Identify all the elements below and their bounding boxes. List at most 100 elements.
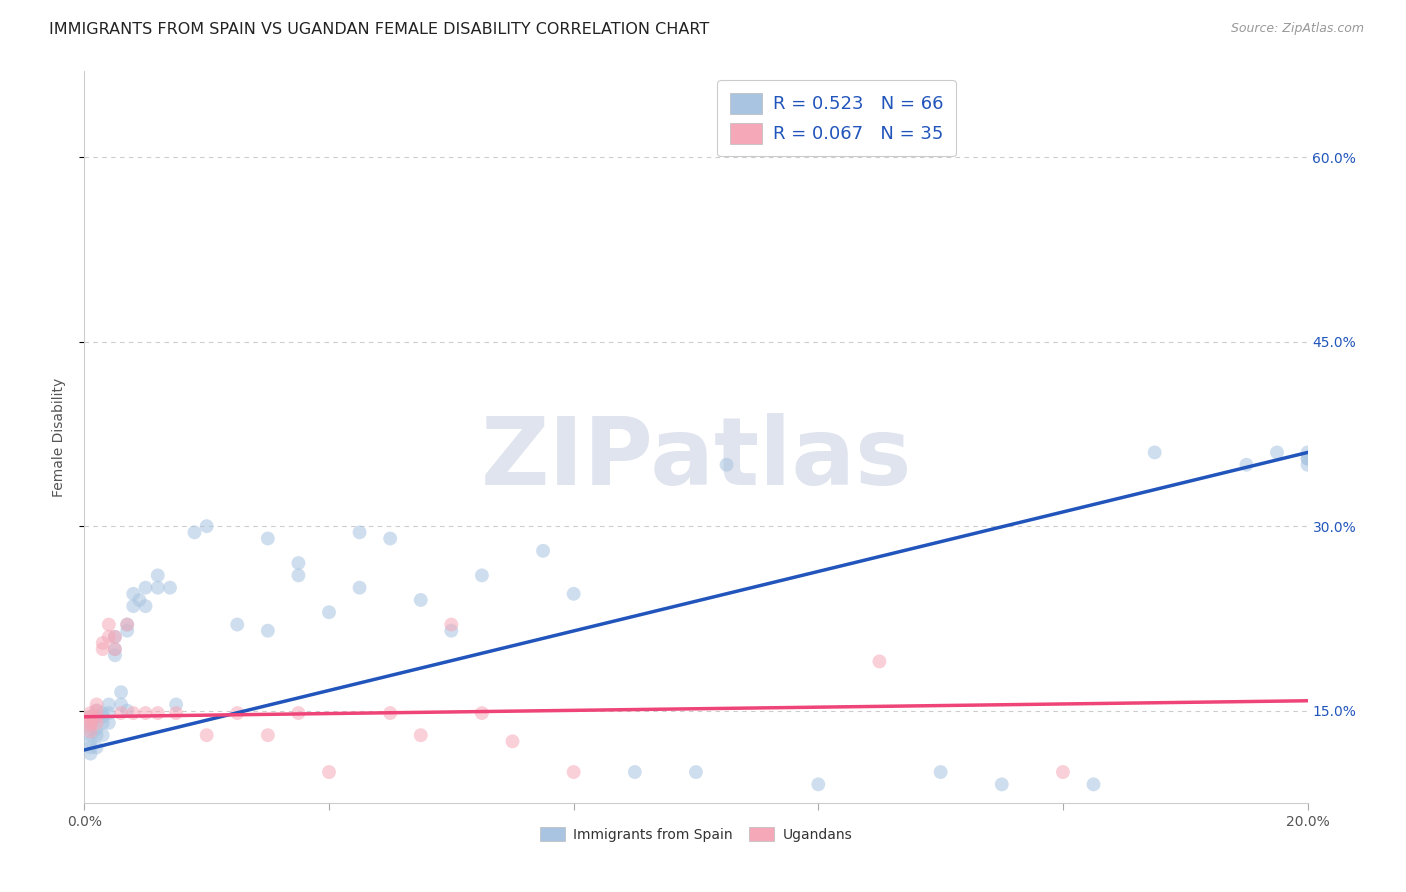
Point bbox=[115, 704, 138, 718]
Point bbox=[97, 715, 120, 730]
Point bbox=[562, 765, 585, 780]
Point bbox=[146, 706, 169, 720]
Point bbox=[110, 706, 132, 720]
Point bbox=[122, 706, 145, 720]
Point bbox=[79, 722, 101, 736]
Point bbox=[562, 587, 585, 601]
Point bbox=[1265, 445, 1288, 459]
Point bbox=[318, 765, 340, 780]
Y-axis label: Female Disability: Female Disability bbox=[52, 377, 66, 497]
Point bbox=[122, 599, 145, 613]
Point bbox=[195, 728, 218, 742]
Point bbox=[128, 593, 150, 607]
Point bbox=[1236, 458, 1258, 472]
Point bbox=[79, 715, 101, 730]
Point bbox=[624, 765, 647, 780]
Point bbox=[79, 706, 101, 720]
Point bbox=[97, 617, 120, 632]
Point bbox=[135, 581, 157, 595]
Text: IMMIGRANTS FROM SPAIN VS UGANDAN FEMALE DISABILITY CORRELATION CHART: IMMIGRANTS FROM SPAIN VS UGANDAN FEMALE … bbox=[49, 22, 710, 37]
Point bbox=[685, 765, 707, 780]
Point bbox=[122, 587, 145, 601]
Point bbox=[91, 728, 114, 742]
Point bbox=[104, 642, 127, 657]
Point bbox=[1143, 445, 1166, 459]
Point bbox=[79, 718, 101, 732]
Point bbox=[97, 706, 120, 720]
Point bbox=[110, 698, 132, 712]
Point bbox=[97, 698, 120, 712]
Point bbox=[807, 777, 830, 791]
Point bbox=[716, 458, 738, 472]
Point bbox=[86, 710, 108, 724]
Point bbox=[226, 706, 249, 720]
Point bbox=[287, 706, 309, 720]
Point bbox=[135, 706, 157, 720]
Point bbox=[86, 728, 108, 742]
Point bbox=[86, 740, 108, 755]
Point bbox=[440, 617, 463, 632]
Point bbox=[104, 630, 127, 644]
Point bbox=[146, 581, 169, 595]
Point bbox=[79, 712, 101, 726]
Point bbox=[91, 642, 114, 657]
Point bbox=[115, 624, 138, 638]
Point bbox=[86, 715, 108, 730]
Point bbox=[257, 728, 280, 742]
Point bbox=[257, 532, 280, 546]
Point bbox=[1052, 765, 1074, 780]
Point bbox=[287, 568, 309, 582]
Point bbox=[79, 734, 101, 748]
Point bbox=[79, 747, 101, 761]
Point bbox=[349, 581, 371, 595]
Point bbox=[929, 765, 952, 780]
Point bbox=[91, 706, 114, 720]
Point bbox=[91, 710, 114, 724]
Point bbox=[409, 728, 432, 742]
Point bbox=[471, 568, 494, 582]
Point bbox=[1296, 451, 1319, 466]
Point bbox=[104, 648, 127, 663]
Point bbox=[1296, 451, 1319, 466]
Point bbox=[159, 581, 181, 595]
Point bbox=[226, 617, 249, 632]
Point bbox=[1296, 458, 1319, 472]
Point bbox=[318, 605, 340, 619]
Point bbox=[91, 636, 114, 650]
Point bbox=[257, 624, 280, 638]
Point bbox=[1296, 445, 1319, 459]
Point bbox=[409, 593, 432, 607]
Legend: Immigrants from Spain, Ugandans: Immigrants from Spain, Ugandans bbox=[534, 822, 858, 847]
Point bbox=[195, 519, 218, 533]
Text: Source: ZipAtlas.com: Source: ZipAtlas.com bbox=[1230, 22, 1364, 36]
Point bbox=[165, 698, 187, 712]
Point bbox=[502, 734, 524, 748]
Point bbox=[79, 710, 101, 724]
Point bbox=[380, 706, 402, 720]
Point bbox=[115, 617, 138, 632]
Point bbox=[869, 655, 891, 669]
Point bbox=[1083, 777, 1105, 791]
Point bbox=[380, 532, 402, 546]
Point bbox=[471, 706, 494, 720]
Point bbox=[531, 543, 554, 558]
Point bbox=[991, 777, 1014, 791]
Point bbox=[79, 724, 101, 739]
Point bbox=[86, 722, 108, 736]
Text: ZIPatlas: ZIPatlas bbox=[481, 413, 911, 505]
Point bbox=[86, 704, 108, 718]
Point bbox=[110, 685, 132, 699]
Point bbox=[146, 568, 169, 582]
Point bbox=[86, 710, 108, 724]
Point bbox=[97, 630, 120, 644]
Point bbox=[79, 740, 101, 755]
Point bbox=[183, 525, 205, 540]
Point bbox=[440, 624, 463, 638]
Point bbox=[79, 710, 101, 724]
Point bbox=[115, 617, 138, 632]
Point bbox=[287, 556, 309, 570]
Point bbox=[91, 715, 114, 730]
Point bbox=[135, 599, 157, 613]
Point bbox=[86, 704, 108, 718]
Point bbox=[79, 715, 101, 730]
